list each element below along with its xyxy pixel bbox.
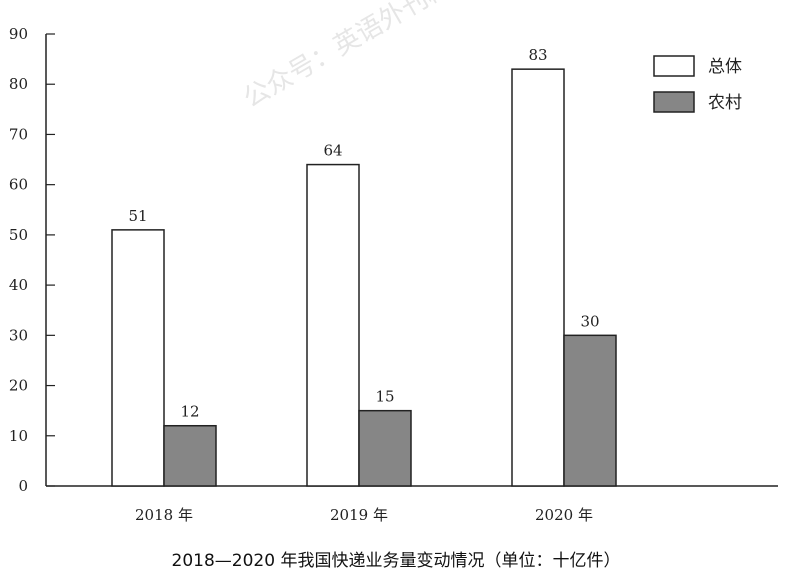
bar-overall	[511, 68, 565, 487]
legend-label: 总体	[708, 57, 742, 77]
bar-rural	[358, 409, 412, 487]
x-tick-label: 2019 年	[330, 506, 388, 524]
y-tick-label: 60	[9, 176, 28, 194]
data-label: 30	[580, 312, 599, 330]
y-tick-label: 40	[9, 276, 28, 294]
legend-swatch	[653, 55, 695, 77]
watermark: 公众号：英语外刊精读	[239, 0, 479, 114]
y-tick-label: 30	[9, 326, 28, 344]
y-tick-label: 50	[9, 226, 28, 244]
y-tick-label: 10	[9, 427, 28, 445]
data-label: 15	[375, 388, 394, 406]
bar-chart: 公众号：英语外刊精读 0 10 20 30 40 50 60 70 80 90 2018 年 2019…	[9, 0, 778, 524]
chart-title: 2018—2020 年我国快递业务量变动情况（单位：十亿件）	[171, 551, 621, 571]
x-tick-label: 2018 年	[135, 506, 193, 524]
y-tick-label: 0	[18, 477, 28, 495]
legend-label: 农村	[708, 93, 742, 113]
data-label: 64	[323, 142, 342, 160]
x-tick-label: 2020 年	[535, 506, 593, 524]
bar-overall	[306, 163, 360, 487]
y-tick-label: 90	[9, 25, 28, 43]
legend-swatch	[653, 91, 695, 113]
y-tick-label: 20	[9, 377, 28, 395]
y-tick-label: 80	[9, 75, 28, 93]
data-label: 83	[528, 46, 547, 64]
bar-rural	[563, 334, 617, 487]
y-tick-label: 70	[9, 125, 28, 143]
bars: 51 12 64 15 83 30	[111, 46, 617, 487]
bar-overall	[111, 229, 165, 487]
bar-rural	[163, 424, 217, 487]
data-label: 12	[180, 403, 199, 421]
data-label: 51	[128, 207, 147, 225]
axes: 0 10 20 30 40 50 60 70 80 90 2018 年 2019 年 2020 年	[9, 25, 778, 524]
